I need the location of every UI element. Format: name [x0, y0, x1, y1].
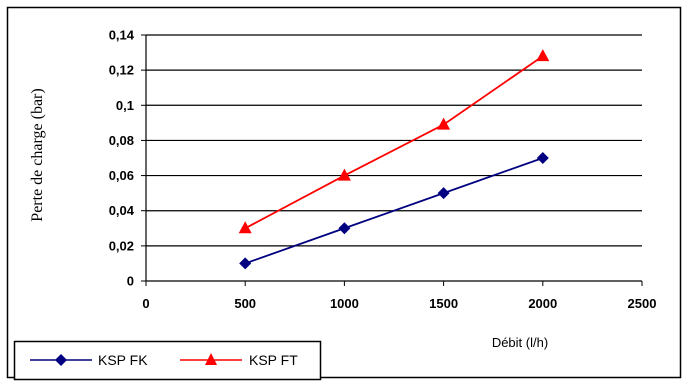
- legend-label-ksp-ft: KSP FT: [249, 352, 298, 368]
- data-point-ksp-fk: [536, 152, 549, 164]
- data-point-ksp-ft: [238, 221, 252, 234]
- data-point-ksp-fk: [437, 187, 450, 200]
- y-tick-label: 0,14: [109, 28, 135, 43]
- x-tick-label: 1000: [330, 296, 359, 311]
- data-point-ksp-fk: [239, 257, 252, 270]
- x-tick-label: 1500: [429, 296, 458, 311]
- x-axis-title: Débit (l/h): [492, 335, 548, 350]
- x-tick-label: 500: [234, 296, 256, 311]
- y-tick-labels: 0 0,02 0,04 0,06 0,08 0,1 0,12 0,14: [109, 28, 135, 289]
- data-point-ksp-fk: [338, 222, 351, 235]
- y-tick-label: 0,02: [109, 238, 134, 253]
- y-tick-label: 0,04: [109, 203, 135, 218]
- data-point-ksp-ft: [437, 117, 451, 130]
- y-tick-label: 0,1: [116, 98, 134, 113]
- data-point-ksp-ft: [337, 168, 351, 181]
- x-tick-label: 2000: [528, 296, 557, 311]
- y-axis-title: Perte de charge (bar): [29, 88, 46, 221]
- x-tick-label: 0: [142, 296, 149, 311]
- series: [238, 49, 550, 270]
- legend: KSP FK KSP FT: [13, 340, 322, 381]
- y-tick-label: 0,06: [109, 168, 134, 183]
- x-tick-label: 2500: [628, 296, 657, 311]
- chart-frame: [6, 6, 682, 379]
- axes: [141, 34, 643, 286]
- legend-marker-diamond: [55, 354, 67, 366]
- series-line-ksp-ft: [244, 55, 544, 230]
- data-point-ksp-ft: [536, 49, 550, 62]
- series-line-ksp-fk: [244, 157, 544, 265]
- legend-label-ksp-fk: KSP FK: [98, 352, 148, 368]
- x-tick-labels: 0 500 1000 1500 2000 2500: [142, 296, 656, 311]
- y-tick-label: 0: [127, 274, 134, 289]
- y-tick-label: 0,12: [109, 63, 134, 78]
- y-tick-label: 0,08: [109, 133, 134, 148]
- grid: [146, 34, 642, 247]
- legend-marker-triangle: [205, 353, 217, 365]
